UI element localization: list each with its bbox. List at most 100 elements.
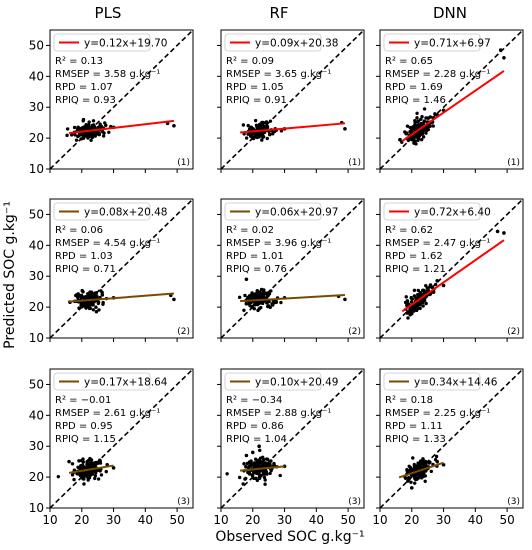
data-point [88, 292, 93, 297]
data-point [257, 124, 261, 128]
data-point [243, 293, 247, 298]
data-point [76, 465, 80, 470]
data-point [250, 462, 255, 466]
data-point [263, 291, 267, 296]
x-axis-title: Observed SOC g.kg⁻¹ [215, 529, 364, 545]
data-point [412, 307, 417, 312]
stat-line: RMSEP = 3.58 g.kg⁻¹ [55, 69, 160, 80]
panel-id-label: (2) [177, 327, 190, 337]
data-point [408, 129, 412, 134]
data-point [267, 132, 272, 136]
data-point [412, 288, 417, 293]
stat-line: RMSEP = 2.25 g.kg⁻¹ [385, 408, 490, 419]
y-tick-label: 10 [29, 162, 44, 176]
data-point [403, 476, 408, 480]
data-point [435, 279, 440, 283]
plot-frame [379, 368, 524, 509]
data-point [409, 486, 414, 490]
data-point [269, 459, 273, 463]
data-point [77, 134, 81, 138]
stat-line: R² = 0.18 [385, 395, 433, 406]
stat-line: RMSEP = 2.88 g.kg⁻¹ [226, 408, 331, 419]
data-point [423, 479, 427, 483]
data-point [244, 136, 249, 140]
fit-line [401, 70, 505, 142]
data-point [410, 297, 414, 301]
stat-line: RMSEP = 2.47 g.kg⁻¹ [385, 238, 490, 249]
legend-box [53, 372, 151, 391]
legend-box [383, 372, 481, 391]
fit-line [398, 461, 444, 479]
data-point [258, 460, 262, 465]
y-tick-label: 30 [29, 439, 44, 453]
data-point [258, 448, 262, 453]
data-point [94, 310, 99, 314]
panel-2-2: y=0.06x+20.97 R² = 0.02 RMSEP = 3.96 g.kg⁻… [217, 198, 365, 342]
one-to-one-line [50, 30, 193, 169]
panel-3-2: 10 20 30 40 50 y=0.10x+20.49 R² = −0.34 RMSEP =… [213, 368, 365, 527]
stat-line: RMSEP = 3.96 g.kg⁻¹ [226, 238, 331, 249]
data-point [405, 468, 409, 472]
data-point [77, 459, 81, 463]
data-point [257, 293, 261, 297]
panel-id-label: (3) [507, 497, 520, 507]
data-point [244, 465, 248, 469]
data-point [91, 308, 96, 312]
x-tick-label: 30 [277, 513, 292, 527]
data-point [260, 124, 264, 129]
y-tick-label: 50 [29, 38, 44, 52]
data-point [244, 277, 249, 282]
x-tick-label: 10 [372, 513, 387, 527]
data-point [416, 288, 420, 293]
data-point [85, 471, 90, 476]
stat-line: R² = 0.13 [55, 56, 103, 67]
data-point [77, 306, 81, 310]
data-point [410, 307, 414, 311]
plot-frame [220, 368, 365, 509]
data-point [172, 123, 176, 128]
data-point [409, 300, 414, 304]
panel-2-1: 10 20 30 40 50 y=0.08x+20.48 R² = 0.06 RMSEP = … [29, 198, 194, 345]
data-point [255, 464, 259, 468]
data-point [264, 121, 269, 126]
data-point [413, 476, 417, 480]
data-point [278, 473, 282, 478]
data-point [432, 290, 436, 294]
data-point [88, 472, 93, 476]
data-point [268, 119, 273, 123]
data-point [65, 133, 69, 138]
stat-line: RPIQ = 1.04 [226, 434, 287, 445]
data-point [245, 461, 250, 466]
legend-box [224, 372, 322, 391]
x-tick-label: 40 [468, 513, 483, 527]
data-point [88, 306, 92, 311]
data-point [90, 303, 95, 307]
data-point [255, 461, 260, 465]
y-tick-label: 30 [29, 100, 44, 114]
data-point [421, 304, 425, 308]
data-point [79, 294, 83, 299]
fit-line [68, 119, 175, 135]
panel-id-label: (1) [507, 158, 520, 168]
data-point [96, 131, 101, 136]
data-point [246, 123, 250, 128]
legend-equation: y=0.10x+20.49 [255, 377, 338, 389]
stat-line: RPIQ = 0.91 [226, 95, 287, 106]
data-point [409, 480, 413, 485]
stat-line: RPD = 1.01 [226, 251, 284, 262]
y-tick-label: 20 [29, 131, 44, 145]
legend-box [53, 33, 151, 52]
data-point [428, 460, 432, 464]
data-point [65, 127, 70, 131]
data-point [267, 463, 272, 468]
y-tick-label: 50 [29, 207, 44, 221]
one-to-one-line [221, 369, 364, 508]
one-to-one-line [221, 30, 364, 169]
data-point [435, 459, 440, 464]
legend-equation: y=0.72x+6.40 [414, 207, 491, 219]
data-point [98, 469, 102, 473]
x-tick-label: 10 [213, 513, 228, 527]
data-point [422, 107, 427, 111]
column-title-rf: RF [269, 4, 288, 22]
legend-equation: y=0.34x+14.46 [414, 377, 498, 389]
